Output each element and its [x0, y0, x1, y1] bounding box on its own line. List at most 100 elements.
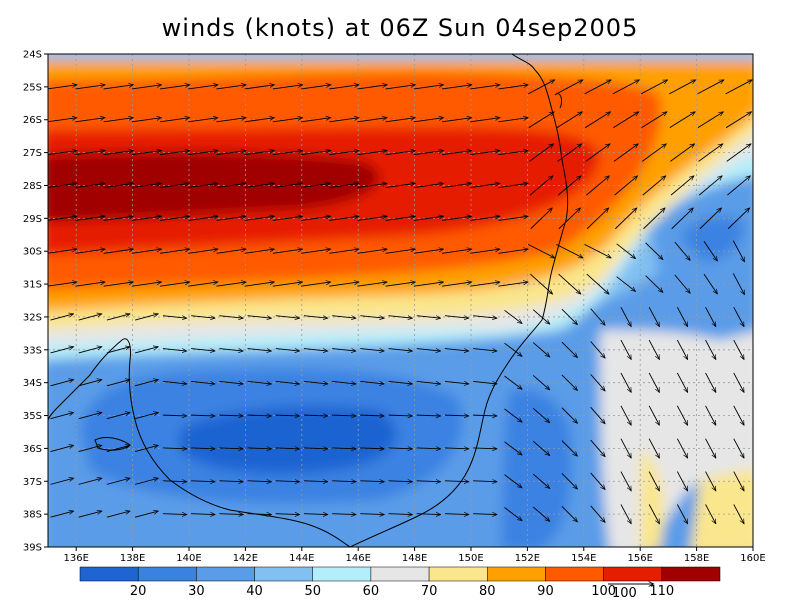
wind-vector: [244, 249, 275, 254]
lat-label: 35S: [23, 411, 42, 422]
wind-vector: [532, 407, 550, 422]
wind-vector: [676, 372, 689, 392]
lon-label: 136E: [63, 553, 88, 564]
wind-vector: [216, 282, 246, 287]
wind-vector: [275, 415, 300, 416]
wind-vector: [48, 249, 77, 254]
wind-vector: [727, 208, 750, 230]
wind-vector: [727, 176, 750, 196]
wind-vector: [732, 273, 745, 294]
wind-vector: [244, 118, 275, 123]
wind-vector: [388, 514, 413, 515]
wind-vector: [329, 85, 359, 90]
wind-vector: [470, 216, 500, 221]
wind-vector: [131, 183, 162, 188]
wind-vector: [441, 282, 472, 287]
wind-vector: [584, 243, 612, 259]
wind-vector: [134, 380, 158, 387]
wind-vector: [50, 445, 74, 452]
wind-vector: [272, 151, 303, 156]
wind-vector: [733, 339, 745, 359]
wind-vector: [616, 243, 636, 259]
wind-vector: [645, 242, 663, 260]
wind-vector: [703, 273, 717, 294]
lon-label: 148E: [402, 553, 427, 564]
wind-vector: [106, 445, 130, 452]
wind-vector: [78, 511, 102, 518]
wind-vector: [272, 118, 303, 123]
reference-vector: 100: [608, 584, 654, 600]
wind-vector: [669, 112, 695, 129]
wind-vector: [385, 183, 416, 188]
wind-vector: [103, 151, 134, 156]
map-title: winds (knots) at 06Z Sun 04sep2005: [161, 14, 639, 42]
wind-vector: [532, 440, 550, 455]
wind-vector: [733, 307, 745, 326]
wind-vector: [329, 249, 359, 254]
wind-vector: [620, 307, 632, 326]
wind-vector: [620, 405, 632, 425]
lon-label: 160E: [740, 553, 765, 564]
wind-vector: [219, 481, 243, 482]
wind-vector: [590, 374, 605, 391]
wind-vector: [303, 415, 328, 416]
wind-vector: [300, 151, 331, 156]
wind-vector: [162, 415, 187, 416]
wind-vector: [332, 514, 356, 515]
wind-vector: [329, 216, 359, 221]
wind-vector: [106, 412, 130, 420]
wind-vector: [561, 407, 578, 424]
wind-vector: [620, 339, 632, 359]
wind-vector: [470, 249, 500, 254]
wind-vector: [670, 176, 694, 196]
lat-label: 39S: [23, 543, 42, 554]
wind-vector: [561, 374, 578, 391]
wind-vector: [216, 183, 246, 188]
wind-vector: [473, 415, 497, 416]
wind-vector: [357, 118, 387, 123]
wind-vector: [530, 273, 552, 294]
wind-vector: [219, 315, 243, 319]
wind-vector: [620, 438, 632, 458]
wind-vector: [48, 85, 77, 90]
wind-vector: [357, 216, 387, 221]
wind-vector: [188, 151, 218, 156]
wind-vector: [247, 448, 272, 449]
wind-vector: [247, 415, 272, 416]
wind-vector: [705, 438, 717, 458]
wind-vector: [329, 282, 359, 287]
wind-vector: [528, 112, 554, 129]
wind-vector: [131, 118, 162, 123]
wind-vector: [470, 85, 500, 90]
wind-vector: [357, 282, 387, 287]
wind-vector: [470, 151, 500, 156]
lat-label: 32S: [23, 312, 42, 323]
wind-vector: [705, 307, 717, 326]
wind-vector: [726, 144, 751, 162]
reference-vector-label: 100: [612, 586, 637, 600]
wind-vector: [556, 79, 582, 95]
wind-vector: [300, 282, 331, 287]
colorbar-label: 30: [188, 584, 205, 599]
wind-vector: [616, 276, 636, 292]
wind-vector: [103, 216, 134, 221]
wind-vector: [385, 151, 416, 156]
wind-vector: [303, 481, 328, 482]
wind-vector: [586, 208, 609, 230]
wind-vector: [648, 372, 660, 392]
wind-vector: [78, 445, 102, 452]
wind-vector: [247, 514, 272, 515]
lon-label: 152E: [515, 553, 540, 564]
wind-vector: [191, 348, 215, 352]
wind-vector: [613, 112, 638, 129]
wind-vector: [441, 118, 472, 123]
wind-vector: [159, 249, 190, 254]
wind-vector: [48, 183, 77, 188]
lat-label: 29S: [23, 214, 42, 225]
lat-label: 26S: [23, 115, 42, 126]
wind-vector: [413, 216, 444, 221]
wind-vector: [441, 85, 472, 90]
wind-vector: [697, 112, 723, 129]
wind-vector: [705, 339, 717, 359]
lat-label: 37S: [23, 477, 42, 488]
